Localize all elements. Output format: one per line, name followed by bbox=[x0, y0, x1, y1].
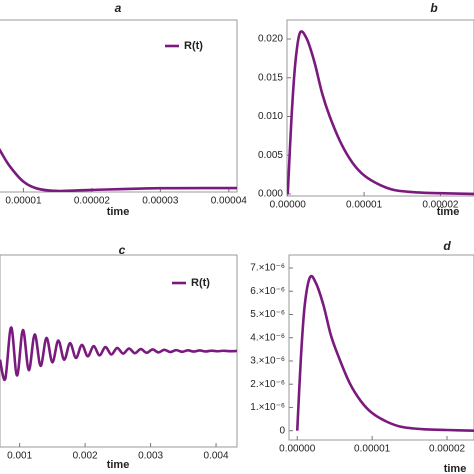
data-line bbox=[287, 30, 474, 196]
legend-label: R(t) bbox=[191, 277, 210, 289]
y-tick-label: 5.×10⁻⁶ bbox=[250, 309, 285, 320]
x-tick-label: 0.004 bbox=[204, 451, 229, 462]
x-tick-label: 0.002 bbox=[73, 451, 98, 462]
x-tick-label: 0.003 bbox=[138, 451, 163, 462]
y-tick-label: 0.020 bbox=[258, 34, 283, 45]
x-tick-label: 0.00001 bbox=[354, 444, 391, 455]
y-tick-label: 2.×10⁻⁶ bbox=[250, 379, 285, 390]
x-axis-label: time bbox=[107, 459, 130, 471]
frame bbox=[286, 19, 474, 197]
y-tick-label: 3.×10⁻⁶ bbox=[250, 356, 285, 367]
x-tick-label: 0.00002 bbox=[429, 444, 466, 455]
frame bbox=[0, 19, 238, 193]
y-tick-label: 6.×10⁻⁶ bbox=[250, 286, 285, 297]
x-axis-label: time bbox=[444, 463, 467, 474]
x-tick-label: 0.00000 bbox=[279, 444, 316, 455]
x-axis-label: time bbox=[107, 206, 130, 218]
x-tick-label: 0.00004 bbox=[211, 196, 248, 207]
y-tick-label: 0 bbox=[279, 425, 285, 436]
frame bbox=[288, 254, 474, 441]
data-line bbox=[0, 326, 237, 382]
y-tick-label: 0.000 bbox=[258, 189, 283, 200]
x-tick-label: 0.00001 bbox=[346, 200, 383, 211]
legend-label: R(t) bbox=[184, 40, 203, 52]
panel-title: d bbox=[443, 239, 451, 253]
x-tick-label: 0.00002 bbox=[74, 196, 111, 207]
y-tick-label: 0.010 bbox=[258, 111, 283, 122]
x-tick-label: 0.00003 bbox=[142, 196, 179, 207]
y-tick-label: 1.×10⁻⁶ bbox=[250, 402, 285, 413]
x-tick-label: 0.00002 bbox=[422, 200, 459, 211]
x-tick-label: 0.001 bbox=[7, 451, 32, 462]
y-tick-label: 7.×10⁻⁶ bbox=[250, 263, 285, 274]
panel-title: b bbox=[430, 1, 437, 15]
x-tick-label: 0.00000 bbox=[270, 200, 307, 211]
y-tick-label: 4.×10⁻⁶ bbox=[250, 332, 285, 343]
x-axis-label: time bbox=[437, 206, 460, 218]
data-line bbox=[295, 274, 474, 433]
panel-title: c bbox=[119, 243, 126, 257]
x-tick-label: 0.00001 bbox=[5, 196, 42, 207]
data-line bbox=[0, 147, 237, 192]
y-tick-label: 0.015 bbox=[258, 72, 283, 83]
panel-title: a bbox=[115, 1, 122, 15]
y-tick-label: 0.005 bbox=[258, 150, 283, 161]
